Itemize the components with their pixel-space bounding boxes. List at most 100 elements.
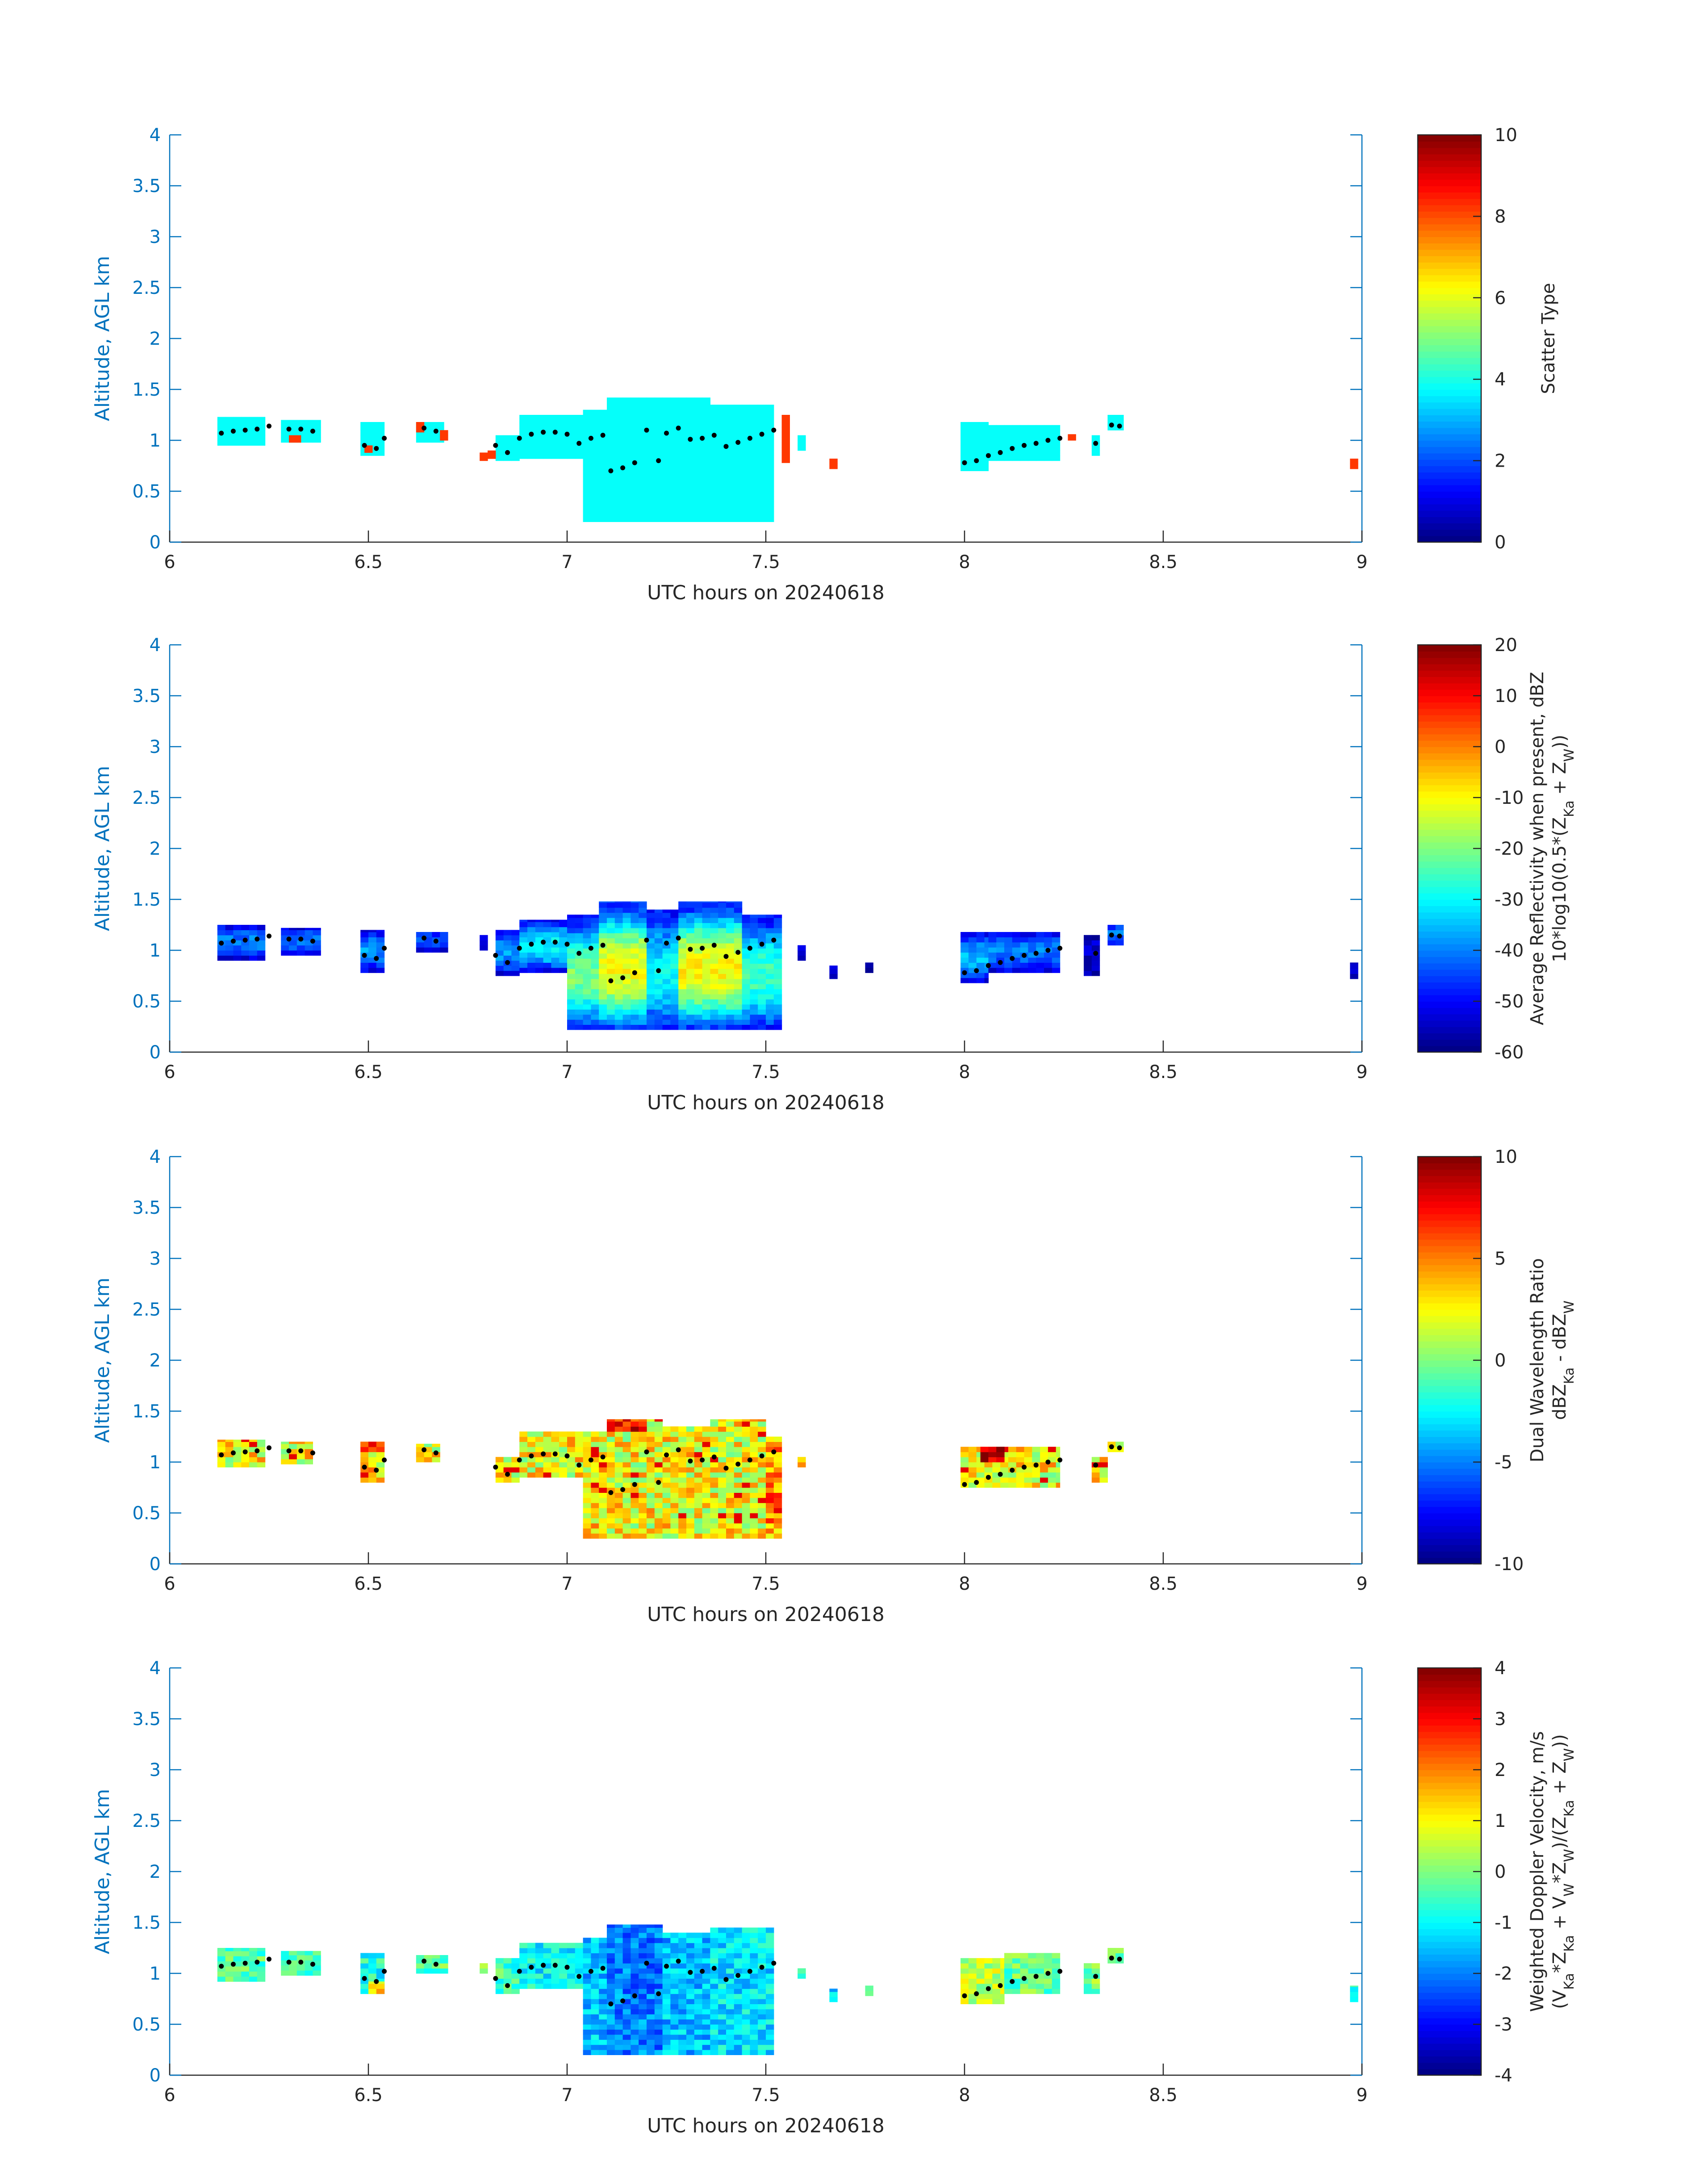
heatmap-cell [1084,960,1092,966]
heatmap-cell [583,1953,591,1959]
heatmap-cell [249,420,258,426]
colorbar-swatch [1418,1821,1481,1828]
heatmap-cell [654,1442,663,1447]
heatmap-cell [591,1943,599,1948]
colorbar-swatch [1418,1935,1481,1942]
heatmap-cell [766,1513,774,1518]
heatmap-cell [424,1444,432,1447]
heatmap-cell [622,989,631,994]
colorbar-swatch [1418,357,1481,364]
heatmap-cell [241,420,250,426]
heatmap-cell [591,969,599,974]
colorbar-label: Average Reflectivity when present, dBZ 10… [1527,672,1577,1025]
heatmap-cell [249,930,258,936]
heatmap-cell [591,1948,599,1953]
heatmap-cell [662,445,671,451]
heatmap-cell [670,445,679,451]
heatmap-cell [249,1442,258,1447]
heatmap-cell [217,417,226,420]
heatmap-cell [599,1467,607,1473]
y-tick-label: 0 [150,1554,161,1575]
heatmap-cell [670,909,679,913]
heatmap-cell [639,1999,647,2004]
heatmap-cell [710,928,718,933]
heatmap-cell [726,405,735,410]
heatmap-cell [622,405,631,410]
heatmap-cell [976,1968,985,1974]
y-tick-label: 2 [150,1862,161,1882]
heatmap-cell [662,1518,671,1524]
colorbar-swatch [1418,1960,1481,1968]
marker-point [541,1451,546,1457]
heatmap-cell [591,999,599,1005]
colorbar-swatch [1418,1532,1481,1539]
heatmap-cell [750,994,758,999]
heatmap-cell [702,2029,710,2035]
heatmap-cell [694,2044,703,2050]
heatmap-cell [734,1932,743,1938]
colorbar-swatch [1418,173,1481,180]
heatmap-cell [742,1020,750,1025]
heatmap-cell [527,1457,536,1462]
marker-point [600,433,606,438]
heatmap-cell [996,932,1005,937]
heatmap-cell [1084,965,1092,971]
heatmap-cell [750,1948,758,1953]
heatmap-cell [662,399,671,405]
heatmap-cell [686,1503,695,1508]
marker-point [1109,932,1114,938]
heatmap-cell [607,901,615,903]
heatmap-cell [416,947,425,953]
heatmap-cell [614,1482,623,1488]
heatmap-cell [718,1523,727,1529]
heatmap-cell [960,1462,969,1467]
heatmap-cell [432,947,440,953]
heatmap-cell [1020,455,1028,461]
colorbar-swatch [1418,415,1481,422]
x-tick-label: 8.5 [1149,2085,1178,2106]
heatmap-cell [599,969,607,974]
heatmap-cell [511,1462,520,1467]
heatmap-cell [726,1431,735,1437]
heatmap-cell [296,1970,305,1976]
heatmap-cell [622,1953,631,1959]
heatmap-cell [766,1523,774,1529]
heatmap-cell [599,481,607,487]
heatmap-cell [726,2039,735,2045]
heatmap-cell [305,1459,313,1465]
heatmap-cell [988,942,997,948]
heatmap-cell [686,1528,695,1534]
heatmap-cell [678,1503,687,1508]
colorbar-swatch [1418,485,1481,492]
heatmap-cell [670,405,679,410]
heatmap-cell [766,517,774,522]
heatmap-cell [567,443,576,449]
marker-point [433,429,438,434]
heatmap-cell [519,415,528,418]
heatmap-cell [1008,1472,1017,1478]
heatmap-cell [519,957,528,963]
heatmap-cell [988,430,997,436]
heatmap-cell [710,1020,718,1025]
heatmap-cell [416,1457,425,1462]
heatmap-cell [1004,440,1013,446]
heatmap-cell [647,1508,655,1513]
colorbar-swatch [1418,689,1481,696]
marker-point [588,1457,593,1462]
heatmap-cell [702,1462,710,1467]
heatmap-cell [622,938,631,944]
heatmap-cell [575,933,584,939]
heatmap-cell [225,435,234,441]
heatmap-cell [758,476,766,481]
heatmap-cell [599,1513,607,1518]
heatmap-cell [583,1989,591,1994]
heatmap-cell [798,440,806,446]
heatmap-cell [647,1488,655,1493]
heatmap-cell [1115,420,1124,426]
heatmap-cell [519,1467,528,1473]
heatmap-cell [678,420,687,426]
heatmap-cell [726,481,735,487]
heatmap-cell [984,460,989,466]
heatmap-cell [1020,1989,1028,1994]
colorbar-swatch [1418,135,1481,142]
